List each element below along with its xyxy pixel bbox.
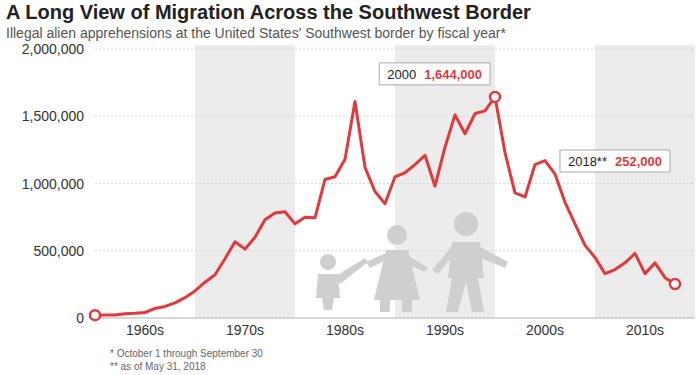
subtitle: Illegal alien apprehensions at the Unite… bbox=[6, 25, 507, 41]
annotation-box bbox=[560, 150, 670, 172]
annotation: 2018** 252,000 bbox=[560, 150, 670, 172]
x-axis-line bbox=[95, 318, 695, 319]
chart: A Long View of Migration Across the Sout… bbox=[0, 0, 700, 375]
x-tick-label: 1960s bbox=[126, 322, 164, 338]
annotation-value: 252,000 bbox=[615, 154, 662, 169]
x-tick-label: 1990s bbox=[426, 322, 464, 338]
annotation-label: 2018** bbox=[568, 154, 607, 169]
grid-line bbox=[95, 49, 695, 50]
x-tick-label: 1980s bbox=[326, 322, 364, 338]
y-tick-label: 1,500,000 bbox=[22, 108, 84, 124]
x-tick-label: 2000s bbox=[526, 322, 564, 338]
y-tick-label: 1,000,000 bbox=[22, 176, 84, 192]
y-tick-label: 0 bbox=[76, 310, 84, 326]
grid-line bbox=[95, 116, 695, 117]
annotation: 2000 1,644,000 bbox=[379, 63, 490, 85]
plot-area bbox=[95, 97, 675, 315]
footnote: * October 1 through September 30 bbox=[110, 348, 263, 359]
annotation-label: 2000 bbox=[387, 67, 416, 82]
grid-line bbox=[95, 318, 695, 319]
y-tick-label: 500,000 bbox=[33, 243, 84, 259]
grid-line bbox=[95, 183, 695, 184]
start-marker bbox=[90, 310, 100, 320]
title: A Long View of Migration Across the Sout… bbox=[6, 1, 531, 23]
x-tick-label: 2010s bbox=[626, 322, 664, 338]
annotation-marker bbox=[670, 279, 680, 289]
family-icon bbox=[316, 212, 508, 312]
x-tick-label: 1970s bbox=[226, 322, 264, 338]
decade-band bbox=[595, 45, 695, 318]
annotation-value: 1,644,000 bbox=[424, 67, 482, 82]
y-tick-label: 2,000,000 bbox=[22, 41, 84, 57]
footnote: ** as of May 31, 2018 bbox=[110, 361, 206, 372]
annotation-box bbox=[379, 63, 490, 85]
annotation-marker bbox=[490, 92, 500, 102]
line-series bbox=[95, 97, 675, 315]
